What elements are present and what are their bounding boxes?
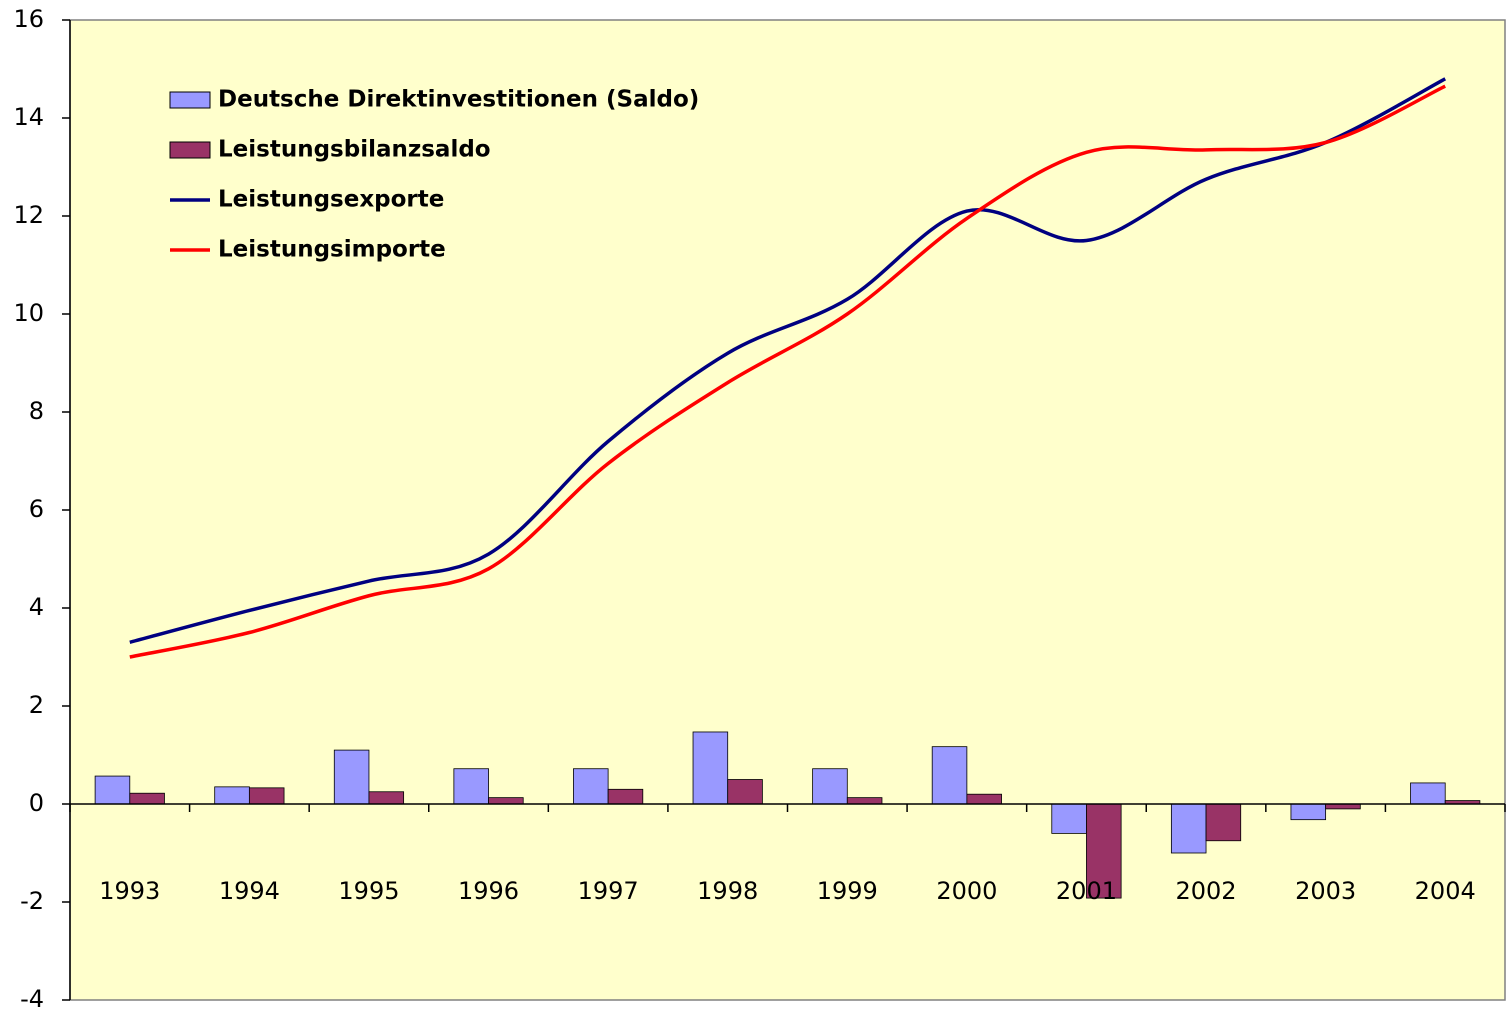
bar — [129, 792, 165, 805]
x-tick-label: 1996 — [458, 877, 519, 905]
legend-swatch — [169, 141, 211, 159]
bar — [1410, 782, 1446, 805]
y-tick-label: 8 — [29, 397, 44, 425]
x-tick-label: 2001 — [1056, 877, 1117, 905]
bar — [214, 786, 250, 805]
legend-label: Leistungsbilanzsaldo — [218, 137, 491, 163]
bar — [966, 793, 1002, 805]
bar — [812, 768, 848, 805]
bar — [248, 787, 285, 805]
bar — [573, 768, 609, 805]
bar — [1051, 803, 1087, 834]
bar — [368, 791, 405, 805]
bar — [1170, 803, 1207, 854]
bar — [931, 746, 968, 805]
y-tick-label: 6 — [29, 495, 44, 523]
bar — [1205, 803, 1242, 842]
y-tick-label: 16 — [13, 5, 44, 33]
bar — [692, 731, 729, 805]
x-tick-label: 1993 — [99, 877, 160, 905]
y-tick-label: 14 — [13, 103, 44, 131]
x-tick-label: 1998 — [697, 877, 758, 905]
bar — [607, 788, 644, 805]
legend-label: Leistungsimporte — [218, 237, 446, 263]
x-tick-label: 2002 — [1176, 877, 1237, 905]
bar — [846, 797, 883, 805]
y-tick-label: 2 — [29, 691, 44, 719]
bar — [453, 768, 489, 805]
x-tick-label: 1995 — [338, 877, 399, 905]
line — [129, 77, 1447, 644]
bar — [333, 749, 370, 805]
x-tick-label: 2004 — [1415, 877, 1476, 905]
y-tick-label: -2 — [20, 887, 44, 915]
line — [129, 84, 1446, 659]
y-tick-label: 10 — [13, 299, 44, 327]
x-tick-label: 2003 — [1295, 877, 1356, 905]
x-tick-label: 1997 — [578, 877, 639, 905]
x-tick-label: 1999 — [817, 877, 878, 905]
bar — [1086, 803, 1122, 899]
legend-swatch — [169, 91, 211, 109]
x-tick-label: 1994 — [219, 877, 280, 905]
y-tick-label: 12 — [13, 201, 44, 229]
y-tick-label: 0 — [29, 789, 44, 817]
plot-area — [69, 19, 1506, 1001]
x-tick-label: 2000 — [936, 877, 997, 905]
legend-label: Deutsche Direktinvestitionen (Saldo) — [218, 87, 699, 113]
bar — [1290, 803, 1327, 821]
legend-label: Leistungsexporte — [218, 187, 444, 213]
bar — [94, 775, 131, 805]
y-tick-label: 4 — [29, 593, 44, 621]
bar — [488, 797, 524, 805]
y-tick-label: -4 — [20, 985, 44, 1013]
bar — [727, 779, 763, 805]
